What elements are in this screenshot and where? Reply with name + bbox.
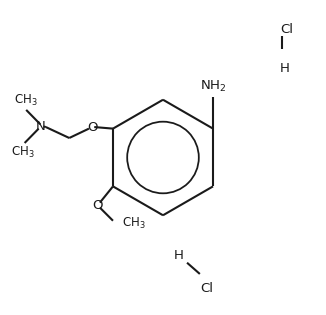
Text: Cl: Cl <box>280 23 293 36</box>
Text: O: O <box>92 199 103 212</box>
Text: CH$_3$: CH$_3$ <box>11 145 35 160</box>
Text: O: O <box>87 121 98 134</box>
Text: H: H <box>280 62 290 75</box>
Text: NH$_2$: NH$_2$ <box>200 78 226 94</box>
Text: Cl: Cl <box>200 282 214 295</box>
Text: CH$_3$: CH$_3$ <box>14 93 38 108</box>
Text: N: N <box>35 120 45 133</box>
Text: CH$_3$: CH$_3$ <box>122 216 146 232</box>
Text: H: H <box>173 249 183 262</box>
